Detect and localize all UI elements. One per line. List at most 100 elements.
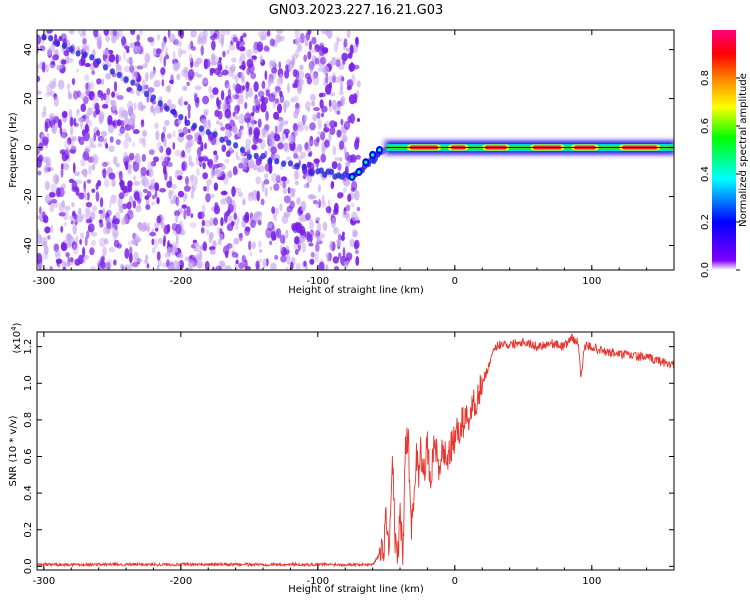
spectrogram-y-axis-label: Frequency (Hz) xyxy=(8,112,19,188)
noise-blob xyxy=(227,243,235,250)
noise-blob xyxy=(132,160,140,172)
noise-blob xyxy=(156,264,160,270)
noise-blob xyxy=(282,187,288,195)
noise-blob xyxy=(293,169,299,181)
noise-blob xyxy=(68,30,75,35)
noise-blob xyxy=(354,249,359,254)
noise-blob xyxy=(294,248,299,255)
noise-blob xyxy=(198,211,205,220)
noise-blob xyxy=(264,163,272,172)
noise-blob xyxy=(333,265,340,270)
noise-blob xyxy=(317,130,323,136)
noise-blob xyxy=(49,202,55,213)
noise-blob xyxy=(329,120,337,128)
noise-blob xyxy=(332,145,337,156)
trace-blob xyxy=(82,51,88,59)
noise-blob xyxy=(166,84,172,93)
noise-blob xyxy=(109,30,114,36)
noise-blob xyxy=(166,133,172,139)
noise-blob xyxy=(82,96,89,105)
noise-blob xyxy=(202,77,209,86)
noise-blob xyxy=(108,145,115,153)
trace-blob xyxy=(75,50,81,57)
noise-blob xyxy=(279,234,286,244)
noise-blob xyxy=(132,129,140,135)
noise-blob xyxy=(56,64,63,70)
trace-blob xyxy=(48,35,54,42)
noise-blob xyxy=(172,141,176,150)
noise-blob xyxy=(83,188,87,197)
noise-blob xyxy=(261,133,265,139)
noise-blob xyxy=(58,212,66,217)
noise-blob xyxy=(98,219,103,224)
noise-blob xyxy=(338,90,344,96)
noise-blob xyxy=(259,249,263,254)
noise-blob xyxy=(129,64,135,74)
noise-blob xyxy=(318,45,326,57)
noise-blob xyxy=(318,261,325,270)
noise-blob xyxy=(149,182,156,192)
noise-blob xyxy=(44,194,52,204)
noise-blob xyxy=(234,105,240,115)
noise-blob xyxy=(222,245,230,256)
noise-blob xyxy=(38,154,44,163)
noise-blob xyxy=(60,59,67,65)
noise-blob xyxy=(219,260,226,267)
noise-blob xyxy=(142,221,148,232)
noise-blob xyxy=(297,43,303,52)
noise-blob xyxy=(201,155,208,162)
noise-blob xyxy=(190,181,197,192)
noise-blob xyxy=(294,30,300,38)
trace-blob xyxy=(318,167,324,174)
noise-blob xyxy=(300,200,307,212)
noise-blob xyxy=(352,233,357,238)
noise-blob xyxy=(196,147,202,157)
noise-blob xyxy=(355,256,360,267)
noise-blob xyxy=(172,241,179,250)
noise-blob xyxy=(232,166,238,176)
snr-y-tick-label: 1.2 xyxy=(23,339,34,355)
noise-blob xyxy=(343,145,347,155)
noise-blob xyxy=(138,191,143,200)
noise-blob xyxy=(303,114,308,123)
noise-blob xyxy=(345,252,353,261)
noise-blob xyxy=(265,89,270,97)
noise-blob xyxy=(238,40,246,47)
noise-blob xyxy=(271,172,279,183)
noise-blob xyxy=(144,195,150,200)
noise-blob xyxy=(188,139,195,147)
trace-blob xyxy=(171,108,177,116)
noise-blob xyxy=(274,125,278,135)
noise-blob xyxy=(92,154,99,165)
noise-blob xyxy=(231,186,236,197)
noise-blob xyxy=(295,262,301,270)
noise-blob xyxy=(162,239,166,247)
junction-core xyxy=(357,170,361,174)
noise-blob xyxy=(202,241,208,252)
noise-blob xyxy=(149,231,157,237)
noise-blob xyxy=(175,196,180,206)
noise-blob xyxy=(112,228,119,238)
noise-blob xyxy=(220,198,227,205)
noise-blob xyxy=(202,172,209,180)
noise-blob xyxy=(117,132,123,137)
trace-blob xyxy=(308,169,314,176)
noise-blob xyxy=(93,30,99,38)
noise-blob xyxy=(206,183,210,193)
noise-blob xyxy=(173,259,179,270)
noise-blob xyxy=(320,153,327,163)
noise-blob xyxy=(188,155,192,166)
trace-blob xyxy=(260,152,266,160)
noise-blob xyxy=(57,79,65,90)
noise-blob xyxy=(273,111,280,120)
noise-blob xyxy=(225,65,229,70)
noise-blob xyxy=(221,34,225,45)
noise-blob xyxy=(345,204,351,212)
noise-blob xyxy=(200,141,204,152)
snr-x-tick-label: -100 xyxy=(306,576,329,587)
noise-blob xyxy=(99,212,106,219)
noise-blob xyxy=(128,195,134,204)
noise-blob xyxy=(253,98,260,106)
noise-blob xyxy=(177,128,183,134)
noise-blob xyxy=(154,122,159,130)
